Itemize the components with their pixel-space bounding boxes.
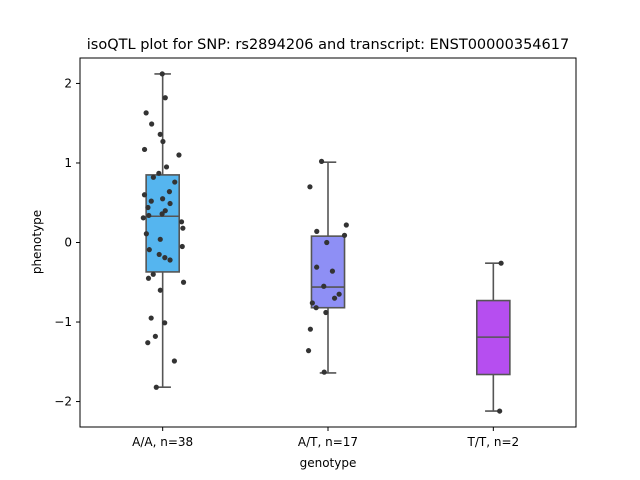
data-point <box>148 198 154 204</box>
data-point <box>141 192 148 198</box>
y-axis: −2 −1 0 1 2 <box>54 76 80 409</box>
data-point <box>307 184 313 190</box>
data-point <box>162 320 168 326</box>
data-point <box>160 138 166 145</box>
data-point <box>167 200 173 207</box>
data-point <box>178 219 185 225</box>
data-point <box>162 255 168 261</box>
data-point <box>141 146 148 153</box>
box-1 <box>145 73 180 389</box>
y-tick-label: −1 <box>54 315 72 329</box>
data-point <box>163 164 170 170</box>
data-point <box>145 275 152 281</box>
data-point <box>159 71 165 77</box>
x-tick-label: A/A, n=38 <box>132 435 193 449</box>
data-point <box>143 231 149 237</box>
data-point <box>331 295 338 301</box>
data-point <box>318 158 325 164</box>
data-point <box>176 152 182 158</box>
data-point <box>148 315 154 321</box>
data-point <box>157 131 163 137</box>
data-point <box>162 95 168 101</box>
data-point <box>313 305 319 311</box>
data-point <box>145 340 151 346</box>
plot-area <box>140 71 511 414</box>
y-tick-label: −2 <box>54 395 72 409</box>
data-point <box>149 121 155 127</box>
data-point <box>341 232 348 238</box>
points-2 <box>305 158 349 375</box>
chart-title: isoQTL plot for SNP: rs2894206 and trans… <box>87 37 569 53</box>
y-tick-label: 2 <box>64 76 72 90</box>
data-point <box>307 326 313 332</box>
data-point <box>314 228 320 234</box>
data-point <box>329 268 336 274</box>
box-iqr <box>310 235 346 309</box>
data-point <box>157 236 163 242</box>
data-point <box>160 196 166 202</box>
data-point <box>157 287 163 293</box>
data-point <box>140 215 146 221</box>
data-point <box>171 358 177 364</box>
data-point <box>324 239 330 246</box>
data-point <box>321 283 327 289</box>
data-point <box>314 264 320 270</box>
data-point <box>146 247 152 253</box>
x-axis: A/A, n=38 A/T, n=17 T/T, n=2 <box>132 427 519 449</box>
data-point <box>323 309 329 316</box>
x-axis-label: genotype <box>300 456 357 470</box>
data-point <box>162 208 168 214</box>
data-point <box>343 222 349 228</box>
data-point <box>305 348 312 354</box>
data-point <box>150 271 156 277</box>
data-point <box>145 204 151 211</box>
data-point <box>166 189 173 195</box>
data-point <box>336 291 342 297</box>
data-point <box>167 257 173 263</box>
data-point <box>143 110 149 116</box>
data-point <box>180 225 186 231</box>
data-point <box>156 251 162 258</box>
x-tick-label: T/T, n=2 <box>467 435 520 449</box>
y-axis-label: phenotype <box>30 210 44 274</box>
data-point <box>497 408 503 414</box>
data-point <box>146 212 152 219</box>
data-point <box>152 333 158 339</box>
data-point <box>150 174 157 180</box>
box-3 <box>475 262 511 412</box>
data-point <box>172 179 178 185</box>
data-point <box>159 211 165 217</box>
x-tick-label: A/T, n=17 <box>298 435 358 449</box>
data-point <box>153 384 159 390</box>
data-point <box>180 279 187 285</box>
data-point <box>321 369 327 375</box>
y-tick-label: 1 <box>64 156 72 170</box>
points-3 <box>497 260 504 414</box>
data-point <box>498 260 504 266</box>
box-iqr <box>145 174 180 273</box>
y-tick-label: 0 <box>64 236 72 250</box>
data-point <box>309 300 315 306</box>
data-point <box>179 243 185 250</box>
data-point <box>156 170 162 176</box>
points-1 <box>140 71 187 390</box>
